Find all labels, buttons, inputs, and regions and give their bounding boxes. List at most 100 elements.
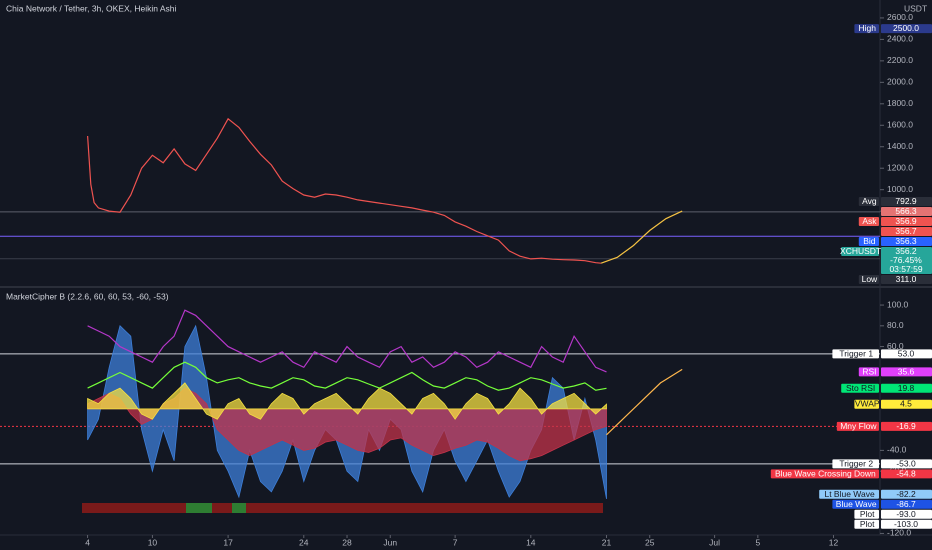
- y-tick-label: 2600.0: [887, 12, 913, 22]
- badge-name: XCHUSDT: [840, 246, 881, 256]
- name-badge: [770, 469, 879, 479]
- badge-name: Lt Blue Wave: [824, 489, 875, 499]
- badge-value: -53.0: [896, 458, 916, 468]
- x-tick-label: 24: [299, 537, 309, 547]
- x-tick-label: 25: [645, 537, 655, 547]
- indicator-title: MarketCipher B (2.2.6, 60, 60, 53, -60, …: [6, 291, 169, 301]
- signal-strip-green: [232, 503, 246, 513]
- badge-name: Ask: [862, 216, 877, 226]
- badge-name: Blue Wave: [836, 499, 877, 509]
- name-badge: [858, 217, 879, 226]
- symbol-title: Chia Network / Tether, 3h, OKEX, Heikin …: [6, 3, 177, 13]
- name-badge: [858, 237, 879, 246]
- plot-layer: [0, 117, 880, 499]
- y-tick-label: 1400.0: [887, 141, 913, 151]
- value-badge: [881, 469, 932, 479]
- badge-value: -82.2: [896, 489, 916, 499]
- y-tick-label: 1800.0: [887, 98, 913, 108]
- y-tick-label: 1000.0: [887, 184, 913, 194]
- badge-value: 311.0: [896, 274, 917, 284]
- name-badge: [854, 519, 879, 529]
- line: [600, 210, 683, 264]
- value-badge: [881, 227, 932, 236]
- area: [87, 382, 607, 420]
- name-badge: [858, 275, 879, 284]
- line: [606, 368, 683, 436]
- x-tick-label: Jun: [383, 537, 397, 547]
- badge-name: Avg: [862, 196, 877, 206]
- value-badge: [881, 367, 932, 377]
- value-badge: [881, 421, 932, 431]
- badge-value: 356.9: [895, 216, 917, 226]
- badge-value: -86.7: [896, 499, 916, 509]
- name-badge: [854, 399, 879, 409]
- badge-name: Sto RSI: [846, 383, 875, 393]
- x-tick-label: 12: [829, 537, 839, 547]
- name-badge: [819, 489, 879, 499]
- badge-change: -76.45%: [890, 255, 922, 265]
- badge-value: -54.8: [896, 468, 916, 478]
- badge-name: High: [858, 23, 876, 33]
- x-tick-label: 5: [755, 537, 760, 547]
- value-badge: [881, 459, 932, 469]
- y-tick-label: 2200.0: [887, 55, 913, 65]
- x-tick-label: 7: [453, 537, 458, 547]
- x-tick-label: 10: [148, 537, 158, 547]
- badge-name: Mny Flow: [840, 421, 877, 431]
- y-tick-label: 2400.0: [887, 34, 913, 44]
- badge-value: 356.7: [895, 226, 917, 236]
- value-badge: [881, 509, 932, 519]
- value-badge: [881, 217, 932, 226]
- badge-name: Trigger 1: [839, 348, 873, 358]
- signal-strip: [82, 503, 603, 513]
- x-tick-label: Jul: [709, 537, 720, 547]
- badge-value: 35.6: [898, 366, 915, 376]
- line: [87, 309, 607, 373]
- badge-name: Bid: [863, 236, 876, 246]
- y-tick-label: 100.0: [887, 299, 909, 309]
- value-badge: [881, 24, 932, 34]
- name-badge: [858, 367, 879, 377]
- badge-name: Blue Wave Crossing Down: [775, 468, 876, 478]
- badge-value: 19.8: [898, 383, 915, 393]
- x-tick-label: 14: [526, 537, 536, 547]
- badge-value: 4.5: [900, 399, 912, 409]
- badge-name: RSI: [862, 366, 876, 376]
- badge-name: Trigger 2: [839, 458, 873, 468]
- badge-value: 792.9: [895, 196, 917, 206]
- y-tick-label: -120.0: [887, 528, 911, 538]
- value-badge: [881, 349, 932, 359]
- x-tick-label: 17: [223, 537, 233, 547]
- badge-value: 356.3: [895, 236, 917, 246]
- name-badge: [836, 421, 879, 431]
- signal-strip-green: [186, 503, 212, 513]
- badge-value: 566.3: [895, 206, 917, 216]
- value-badge: [881, 519, 932, 529]
- badge-value: -16.9: [896, 421, 916, 431]
- value-badge: [881, 499, 932, 509]
- y-tick-label: 80.0: [887, 320, 904, 330]
- name-badge: [858, 197, 879, 206]
- badge-name: Plot: [860, 519, 875, 529]
- name-badge: [854, 509, 879, 519]
- value-badge: [881, 489, 932, 499]
- value-badge: [881, 275, 932, 284]
- badge-value: -93.0: [896, 509, 916, 519]
- name-badge: [854, 24, 879, 34]
- badge-value: 53.0: [898, 348, 915, 358]
- line: [87, 117, 602, 264]
- badge-value: 356.2: [895, 246, 917, 256]
- y-tick-label: 1200.0: [887, 162, 913, 172]
- badge-value: 2500.0: [893, 23, 919, 33]
- y-tick-label: 60.0: [887, 341, 904, 351]
- badge-name: Low: [862, 274, 878, 284]
- x-tick-label: 28: [342, 537, 352, 547]
- name-badge: [832, 349, 879, 359]
- name-badge: [832, 499, 879, 509]
- x-tick-label: 4: [85, 537, 90, 547]
- y-tick-label: -40.0: [887, 445, 907, 455]
- name-badge: [841, 383, 879, 393]
- badge-countdown: 03:57:59: [889, 264, 922, 274]
